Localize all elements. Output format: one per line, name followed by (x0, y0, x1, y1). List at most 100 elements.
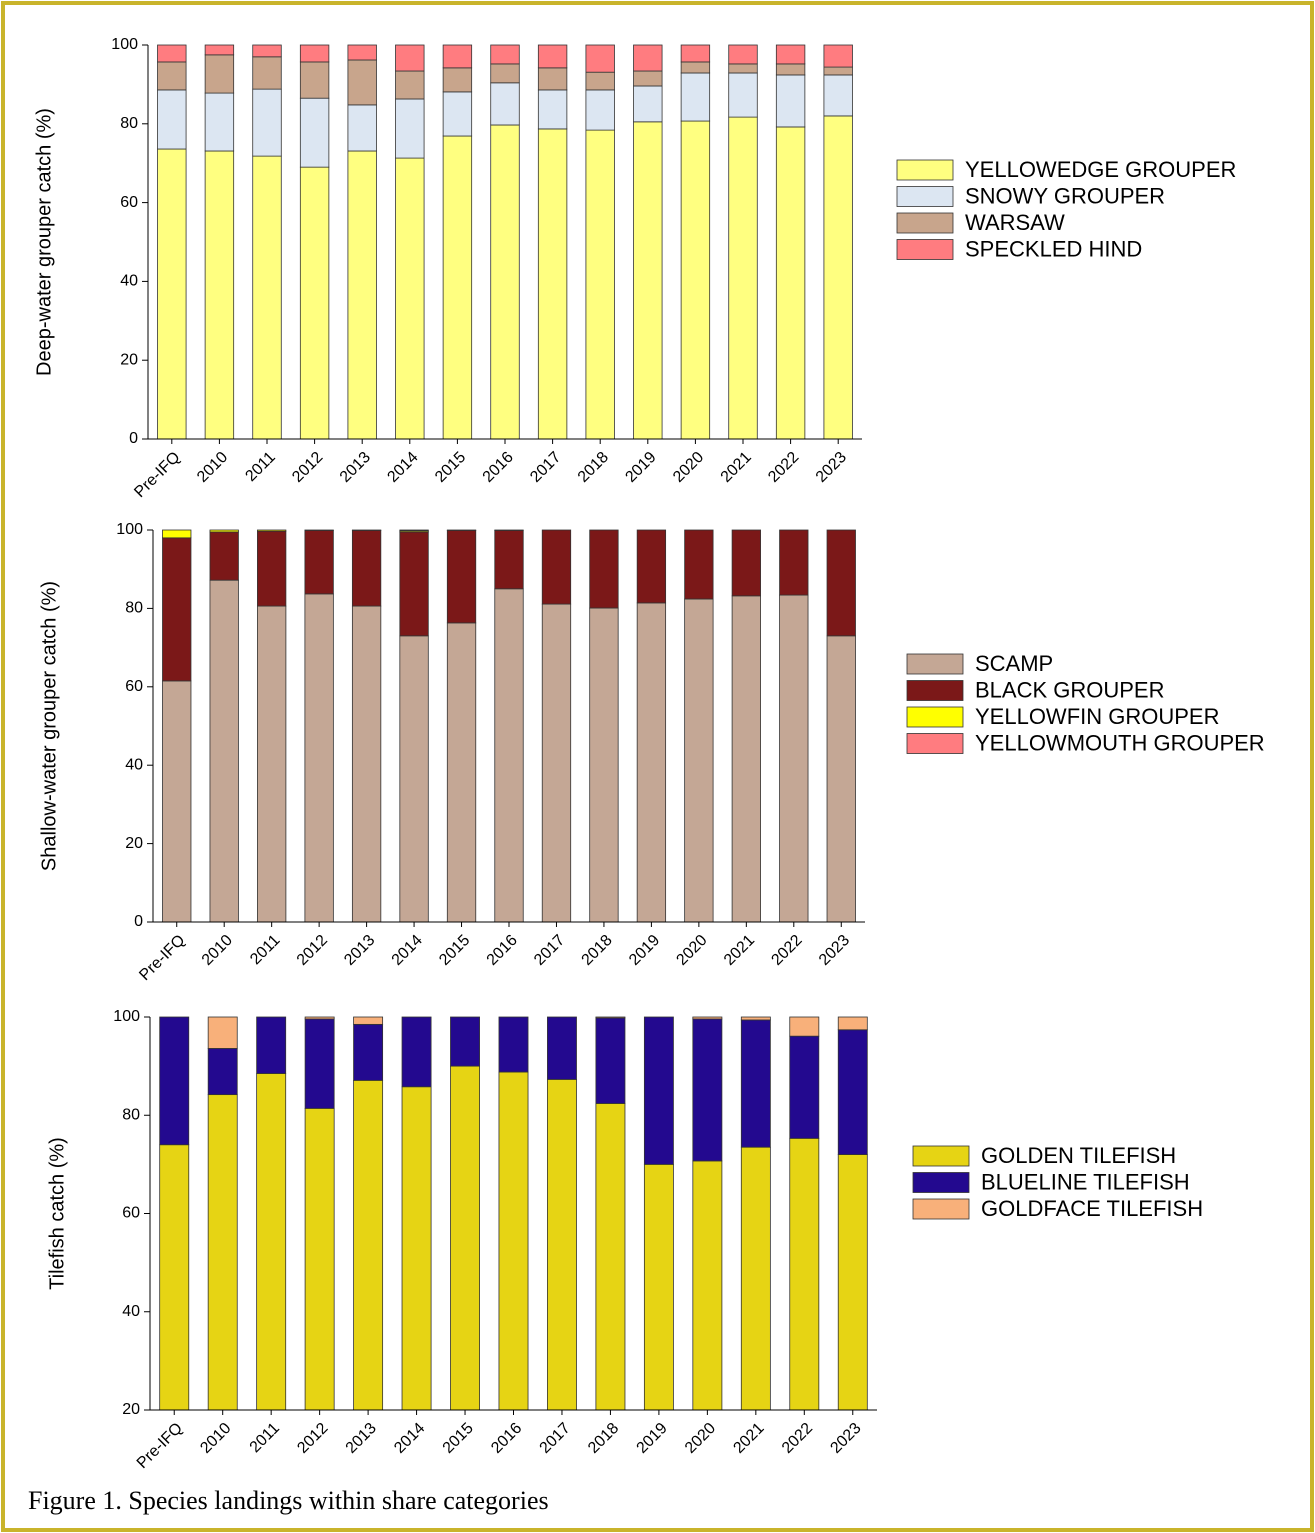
bar-segment (204, 44, 235, 56)
bar-segment (304, 1018, 335, 1109)
bar-segment (399, 531, 429, 637)
y-tick-label: 20 (122, 1401, 140, 1418)
y-tick-label: 100 (113, 1008, 140, 1025)
y-axis-label: Tilefish catch (%) (46, 1137, 68, 1290)
bar-segment (775, 63, 806, 76)
bar-segment (490, 63, 520, 84)
bar-segment (498, 1016, 529, 1073)
bar-segment (299, 97, 330, 168)
bar-segment (731, 529, 761, 597)
bar-segment (399, 635, 429, 923)
bar-segment (789, 1137, 820, 1411)
bar-segment (692, 1160, 723, 1411)
bar-segment (252, 88, 282, 157)
bar-segment (256, 1073, 287, 1411)
legend-swatch (896, 239, 954, 260)
y-tick-label: 60 (125, 678, 143, 695)
bar-segment (643, 1016, 674, 1165)
bar-segment (256, 1016, 287, 1074)
bar-segment (775, 126, 806, 440)
legend-swatch (906, 653, 964, 675)
bar-segment (299, 166, 330, 440)
y-tick-label: 0 (134, 913, 143, 930)
bar-segment (595, 1016, 626, 1019)
bar-segment (589, 607, 619, 923)
bar-segment (633, 70, 663, 87)
bar-segment (775, 74, 806, 128)
bar-segment (446, 622, 477, 923)
bar-segment (585, 129, 615, 440)
bar-segment (351, 605, 382, 923)
bar-segment (680, 120, 711, 440)
bar-segment (252, 155, 282, 440)
bar-segment (299, 61, 330, 99)
bar-segment (209, 531, 239, 581)
bar-segment (775, 44, 806, 65)
bar-segment (494, 529, 524, 590)
bar-segment (299, 44, 330, 63)
legend-label: BLACK GROUPER (975, 677, 1165, 702)
y-tick-label: 20 (120, 351, 138, 368)
bar-segment (395, 44, 425, 72)
legend-swatch (896, 186, 954, 207)
bar-segment (304, 529, 334, 595)
legend-swatch (912, 1145, 970, 1167)
bar-segment (209, 529, 239, 533)
bar-segment (157, 44, 187, 63)
bar-segment (680, 72, 711, 122)
legend-label: SNOWY GROUPER (965, 183, 1165, 208)
bar-segment (692, 1016, 723, 1020)
bar-segment (779, 529, 809, 596)
bar-segment (257, 530, 287, 607)
bar-segment (595, 1017, 626, 1104)
bar-segment (740, 1019, 771, 1148)
y-tick-label: 80 (120, 115, 138, 132)
bar-segment (401, 1086, 432, 1411)
bar-segment (826, 529, 856, 637)
bar-segment (636, 529, 667, 604)
legend-swatch (896, 159, 954, 181)
y-tick-label: 60 (122, 1205, 140, 1222)
bar-segment (395, 157, 425, 440)
bar-segment (494, 588, 524, 923)
bar-segment (395, 70, 425, 100)
bar-segment (347, 44, 377, 61)
bar-segment (450, 1065, 480, 1411)
bar-segment (157, 148, 187, 440)
bar-segment (353, 1079, 384, 1411)
legend-label: BLUELINE TILEFISH (981, 1169, 1190, 1194)
bar-segment (633, 121, 663, 440)
bar-segment (399, 529, 429, 532)
bar-segment (498, 1071, 529, 1411)
bar-segment (585, 44, 615, 73)
bar-segment (162, 680, 192, 923)
bar-segment (731, 595, 761, 923)
bar-segment (347, 104, 377, 152)
bar-segment (595, 1103, 626, 1411)
bar-segment (442, 135, 473, 440)
bar-segment (740, 1146, 771, 1411)
bar-segment (692, 1018, 723, 1162)
y-tick-label: 40 (125, 756, 143, 773)
bar-segment (442, 91, 473, 137)
bar-segment (204, 54, 235, 94)
bar-segment (823, 66, 853, 76)
bar-segment (633, 44, 663, 72)
bar-segment (252, 44, 282, 58)
bar-segment (304, 1016, 335, 1020)
bar-segment (636, 602, 667, 923)
legend-label: GOLDEN TILEFISH (981, 1143, 1176, 1168)
bar-segment (728, 63, 758, 74)
bar-segment (585, 89, 615, 131)
y-tick-label: 0 (129, 430, 138, 447)
bar-segment (204, 150, 235, 440)
legend-label: YELLOWMOUTH GROUPER (975, 730, 1265, 755)
bar-segment (159, 1144, 190, 1411)
bar-segment (537, 44, 568, 69)
bar-segment (442, 67, 473, 93)
bar-segment (541, 603, 572, 923)
bar-segment (823, 115, 853, 440)
bar-segment (823, 44, 853, 68)
bar-segment (162, 537, 192, 682)
